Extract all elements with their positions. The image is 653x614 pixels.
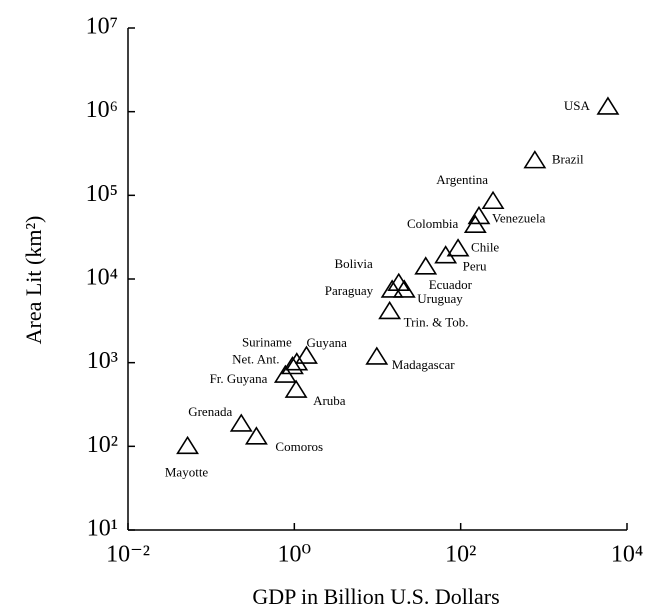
marker (446, 238, 470, 257)
x-tick-label: 10⁴ (611, 542, 643, 568)
point-label: Comoros (275, 439, 323, 454)
marker (414, 256, 438, 275)
marker (481, 190, 505, 210)
y-tick-label: 10⁷ (86, 14, 118, 40)
point-label: Grenada (188, 404, 232, 419)
x-tick-label: 10² (445, 542, 476, 568)
point-label: Aruba (313, 393, 346, 408)
point-label: USA (564, 98, 591, 113)
y-tick-label: 10¹ (87, 516, 118, 542)
point-label: Net. Ant. (232, 351, 279, 366)
marker (284, 379, 308, 398)
marker (244, 426, 268, 445)
point-label: Fr. Guyana (210, 371, 268, 386)
x-axis-label: GDP in Billion U.S. Dollars (252, 584, 499, 609)
point-label: Suriname (242, 335, 292, 350)
marker (295, 345, 318, 364)
marker (176, 435, 199, 455)
marker (281, 355, 304, 375)
marker (434, 245, 458, 264)
y-tick-label: 10⁵ (86, 181, 118, 207)
marker (285, 352, 309, 371)
marker (523, 150, 547, 169)
y-axis-label: Area Lit (km²) (21, 216, 46, 345)
y-tick-label: 10⁶ (86, 97, 118, 123)
x-tick-label: 10⁻² (106, 542, 150, 568)
marker (380, 279, 404, 298)
point-label: Mayotte (165, 464, 209, 479)
point-label: Colombia (407, 216, 459, 231)
point-label: Guyana (306, 335, 347, 350)
marker (229, 413, 253, 432)
marker (378, 300, 402, 320)
point-label: Venezuela (492, 210, 546, 225)
point-label: Argentina (436, 172, 488, 187)
marker (365, 346, 389, 365)
point-label: Paraguay (325, 283, 374, 298)
x-tick-label: 10⁰ (278, 542, 312, 568)
marker (273, 364, 297, 383)
point-label: Peru (463, 259, 487, 274)
point-label: Uruguay (417, 291, 463, 306)
point-label: Chile (471, 240, 499, 255)
marker (463, 214, 487, 233)
y-tick-label: 10² (87, 432, 118, 458)
point-label: Bolivia (334, 256, 373, 271)
marker (392, 279, 416, 298)
point-label: Trin. & Tob. (404, 314, 469, 329)
point-label: Madagascar (392, 357, 455, 372)
y-tick-label: 10³ (87, 348, 118, 374)
marker (596, 96, 620, 115)
y-tick-label: 10⁴ (86, 265, 118, 291)
point-label: Brazil (552, 152, 584, 167)
point-label: Ecuador (429, 277, 473, 292)
